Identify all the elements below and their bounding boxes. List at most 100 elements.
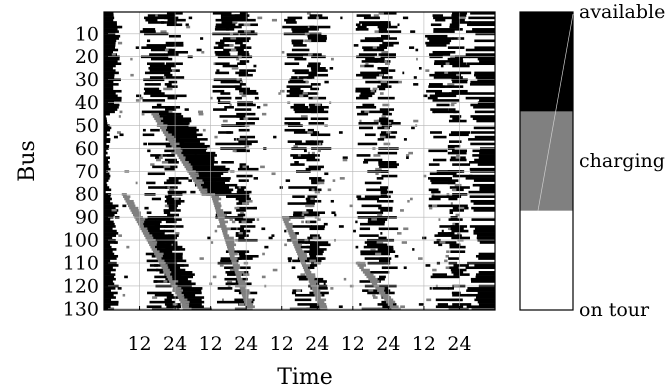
heatmap-cell [364,37,381,40]
heatmap-cell [364,195,391,198]
heatmap-cell [167,202,181,205]
heatmap-cell [135,46,139,49]
heatmap-cell [104,303,119,306]
heatmap-cell [168,105,170,109]
heatmap-cell [305,273,316,276]
heatmap-cell [403,227,409,231]
heatmap-cell [203,188,234,192]
heatmap-cell [449,245,466,249]
heatmap-cell [291,291,297,295]
heatmap-cell [356,73,384,77]
heatmap-cell [118,234,122,237]
heatmap-cell [185,303,202,306]
heatmap-cell [278,92,281,95]
heatmap-cell [187,305,204,309]
heatmap-cell [163,229,175,233]
heatmap-cell [381,115,386,118]
heatmap-cell [161,128,167,132]
heatmap-cell [294,57,307,61]
heatmap-cell [378,28,387,31]
heatmap-cell [104,211,118,215]
heatmap-cell [301,250,305,253]
heatmap-cell [359,227,371,231]
heatmap-cell [260,165,265,169]
heatmap-cell [147,62,165,66]
heatmap-cell [432,99,460,102]
heatmap-cell [284,222,293,226]
heatmap-cell [239,163,247,166]
heatmap-cell [285,225,293,228]
heatmap-cell [211,195,220,198]
heatmap-cell [297,76,300,79]
heatmap-cell [214,229,218,233]
heatmap-cell [237,280,246,283]
heatmap-cell [165,220,177,224]
heatmap-cell [235,71,249,75]
heatmap-cell [104,213,115,217]
heatmap-cell [167,138,176,141]
heatmap-cell [369,271,390,274]
heatmap-cell [160,30,166,33]
heatmap-cell [428,188,439,192]
heatmap-cell [468,16,495,20]
heatmap-cell [356,211,384,215]
heatmap-cell [358,53,378,56]
heatmap-cell [288,232,296,235]
heatmap-cell [239,142,252,146]
heatmap-cell [309,264,318,267]
heatmap-cell [240,225,256,228]
heatmap-cell [238,128,250,132]
heatmap-cell [246,199,253,203]
heatmap-cell [379,275,386,279]
heatmap-cell [140,227,148,231]
heatmap-cell [435,298,463,302]
heatmap-cell [261,275,266,279]
heatmap-cell [168,94,187,98]
x-tick-label: 24 [376,333,400,355]
heatmap-cell [412,248,415,251]
heatmap-cell [163,87,169,91]
heatmap-cell [307,277,314,281]
heatmap-cell [172,69,175,72]
heatmap-cell [144,16,171,20]
heatmap-cell [164,48,176,52]
heatmap-cell [294,245,301,249]
heatmap-cell [470,12,495,15]
heatmap-cell [475,273,495,276]
heatmap-cell [428,197,441,201]
heatmap-cell [104,62,122,66]
heatmap-cell [361,60,386,63]
heatmap-cell [473,105,495,109]
heatmap-cell [477,57,495,61]
heatmap-cell [104,298,112,302]
heatmap-cell [292,259,320,263]
heatmap-cell [239,69,256,72]
heatmap-cell [155,119,161,123]
heatmap-cell [166,266,181,270]
heatmap-cell [166,154,174,157]
heatmap-cell [449,227,464,231]
heatmap-cell [474,264,495,267]
heatmap-cell [379,135,386,139]
heatmap-cell [222,119,228,123]
heatmap-cell [306,209,313,212]
heatmap-cell [432,268,437,272]
heatmap-cell [290,163,305,166]
heatmap-cell [432,204,438,208]
heatmap-cell [455,213,460,217]
heatmap-cell [161,266,169,270]
heatmap-cell [297,252,307,256]
heatmap-cell [104,264,119,267]
heatmap-cell [366,275,376,279]
heatmap-cell [236,174,253,178]
heatmap-cell [180,300,190,304]
heatmap-cell [425,264,431,267]
heatmap-cell [155,14,158,17]
heatmap-cell [472,28,495,31]
heatmap-cell [104,305,111,309]
heatmap-cell [104,46,116,49]
heatmap-cell [215,209,224,212]
heatmap-cell [295,142,323,146]
heatmap-cell [225,241,235,244]
heatmap-cell [212,275,217,279]
